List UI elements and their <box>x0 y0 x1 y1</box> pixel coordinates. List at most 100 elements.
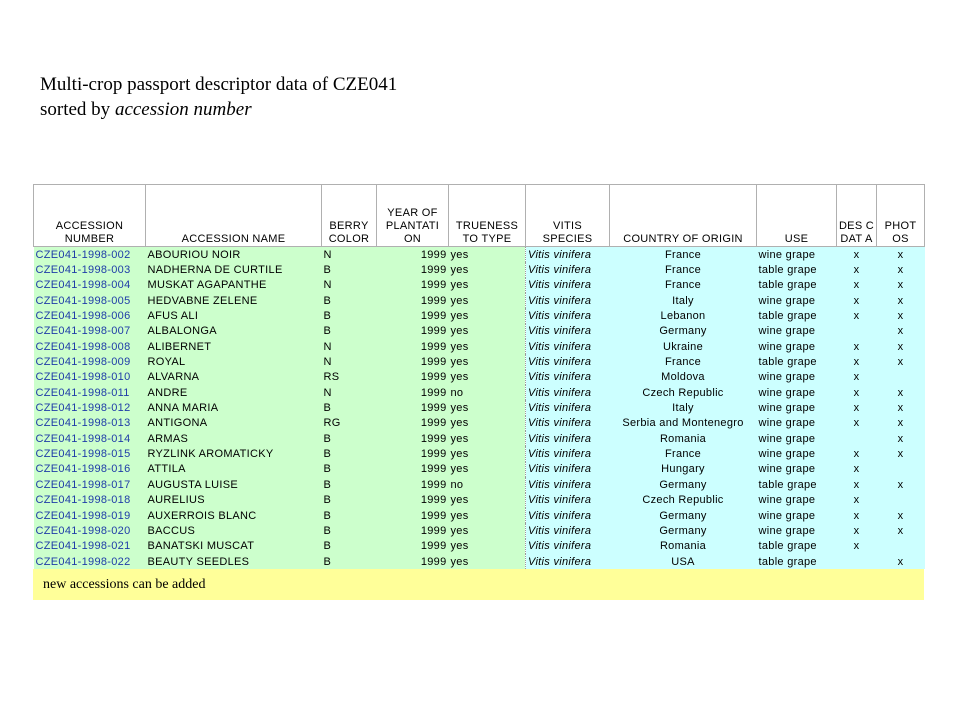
cell-desc-data: x <box>836 446 877 462</box>
cell-desc-data: x <box>836 308 877 324</box>
cell-use: wine grape <box>756 446 837 462</box>
cell-year: 1999 <box>376 262 449 278</box>
table-row: CZE041-1998-003 NADHERNA DE CURTILE B 1999 y… <box>33 262 925 278</box>
cell-accession-name: ATTILA <box>145 461 322 478</box>
cell-trueness: yes <box>448 446 526 462</box>
table-row: CZE041-1998-012 ANNA MARIA B 1999 yes Vitis v… <box>33 400 925 416</box>
cell-use: wine grape <box>756 246 837 263</box>
cell-country: Serbia and Montenegro <box>609 415 757 432</box>
cell-accession-number[interactable]: CZE041-1998-008 <box>33 339 146 355</box>
cell-accession-number[interactable]: CZE041-1998-018 <box>33 492 146 508</box>
cell-accession-number[interactable]: CZE041-1998-011 <box>33 385 146 401</box>
cell-accession-number[interactable]: CZE041-1998-004 <box>33 277 146 294</box>
cell-species: Vitis vinifera <box>525 293 610 309</box>
cell-species: Vitis vinifera <box>525 308 610 324</box>
cell-accession-number[interactable]: CZE041-1998-019 <box>33 507 146 524</box>
cell-berry-color: B <box>321 400 377 416</box>
cell-desc-data <box>836 431 877 447</box>
cell-photos: x <box>876 262 925 278</box>
cell-accession-number[interactable]: CZE041-1998-012 <box>33 400 146 416</box>
cell-berry-color: B <box>321 431 377 447</box>
cell-trueness: no <box>448 477 526 493</box>
cell-country: USA <box>609 553 757 570</box>
cell-photos: x <box>876 385 925 401</box>
cell-berry-color: B <box>321 538 377 554</box>
header-photos: PHOT OS <box>876 184 925 247</box>
cell-accession-number[interactable]: CZE041-1998-013 <box>33 415 146 432</box>
cell-trueness: yes <box>448 461 526 478</box>
cell-trueness: yes <box>448 492 526 508</box>
cell-photos: x <box>876 523 925 539</box>
passport-table: ACCESSION NUMBER ACCESSION NAME BERRY CO… <box>33 184 925 570</box>
cell-country: Germany <box>609 323 757 340</box>
cell-trueness: yes <box>448 538 526 554</box>
cell-photos: x <box>876 354 925 370</box>
cell-accession-number[interactable]: CZE041-1998-017 <box>33 477 146 493</box>
cell-country: France <box>609 246 757 263</box>
table-row: CZE041-1998-019 AUXERROIS BLANC B 1999 yes Vi… <box>33 507 925 524</box>
cell-country: France <box>609 262 757 278</box>
cell-use: wine grape <box>756 339 837 355</box>
cell-photos: x <box>876 293 925 309</box>
cell-accession-number[interactable]: CZE041-1998-009 <box>33 354 146 370</box>
cell-trueness: yes <box>448 308 526 324</box>
cell-accession-number[interactable]: CZE041-1998-003 <box>33 262 146 278</box>
cell-photos: x <box>876 446 925 462</box>
cell-berry-color: B <box>321 446 377 462</box>
cell-country: France <box>609 446 757 462</box>
cell-desc-data: x <box>836 492 877 508</box>
header-desc-data: DES C DAT A <box>836 184 877 247</box>
cell-berry-color: N <box>321 246 377 263</box>
cell-accession-number[interactable]: CZE041-1998-007 <box>33 323 146 340</box>
cell-country: Romania <box>609 431 757 447</box>
title-prefix: sorted by <box>40 99 115 120</box>
cell-use: table grape <box>756 308 837 324</box>
cell-accession-number[interactable]: CZE041-1998-022 <box>33 553 146 570</box>
cell-year: 1999 <box>376 461 449 478</box>
cell-trueness: yes <box>448 431 526 447</box>
cell-photos: x <box>876 477 925 493</box>
cell-photos <box>876 461 925 478</box>
footer-note: new accessions can be added <box>33 569 924 600</box>
cell-country: Italy <box>609 293 757 309</box>
cell-year: 1999 <box>376 446 449 462</box>
cell-species: Vitis vinifera <box>525 323 610 340</box>
cell-accession-number[interactable]: CZE041-1998-021 <box>33 538 146 554</box>
cell-accession-number[interactable]: CZE041-1998-016 <box>33 461 146 478</box>
cell-species: Vitis vinifera <box>525 431 610 447</box>
cell-accession-name: BANATSKI MUSCAT <box>145 538 322 554</box>
cell-accession-number[interactable]: CZE041-1998-010 <box>33 369 146 386</box>
table-row: CZE041-1998-007 ALBALONGA B 1999 yes Vitis vi… <box>33 323 925 340</box>
cell-year: 1999 <box>376 277 449 294</box>
table-row: CZE041-1998-013 ANTIGONA RG 1999 yes Vitis vi… <box>33 415 925 432</box>
cell-trueness: yes <box>448 262 526 278</box>
cell-accession-name: HEDVABNE ZELENE <box>145 293 322 309</box>
cell-trueness: yes <box>448 354 526 370</box>
cell-species: Vitis vinifera <box>525 339 610 355</box>
cell-desc-data <box>836 553 877 570</box>
table-row: CZE041-1998-005 HEDVABNE ZELENE B 1999 yes Vi… <box>33 293 925 309</box>
cell-year: 1999 <box>376 400 449 416</box>
cell-accession-number[interactable]: CZE041-1998-006 <box>33 308 146 324</box>
cell-trueness: yes <box>448 277 526 294</box>
cell-trueness: yes <box>448 523 526 539</box>
cell-country: Czech Republic <box>609 385 757 401</box>
cell-accession-name: NADHERNA DE CURTILE <box>145 262 322 278</box>
cell-country: Italy <box>609 400 757 416</box>
cell-accession-number[interactable]: CZE041-1998-015 <box>33 446 146 462</box>
cell-desc-data: x <box>836 385 877 401</box>
cell-photos: x <box>876 507 925 524</box>
cell-accession-number[interactable]: CZE041-1998-002 <box>33 246 146 263</box>
cell-country: Germany <box>609 523 757 539</box>
cell-photos: x <box>876 277 925 294</box>
cell-year: 1999 <box>376 308 449 324</box>
cell-accession-name: ARMAS <box>145 431 322 447</box>
cell-accession-number[interactable]: CZE041-1998-020 <box>33 523 146 539</box>
cell-species: Vitis vinifera <box>525 277 610 294</box>
header-use: USE <box>756 184 837 247</box>
cell-accession-number[interactable]: CZE041-1998-005 <box>33 293 146 309</box>
cell-accession-number[interactable]: CZE041-1998-014 <box>33 431 146 447</box>
cell-trueness: yes <box>448 507 526 524</box>
cell-use: wine grape <box>756 400 837 416</box>
cell-photos: x <box>876 400 925 416</box>
